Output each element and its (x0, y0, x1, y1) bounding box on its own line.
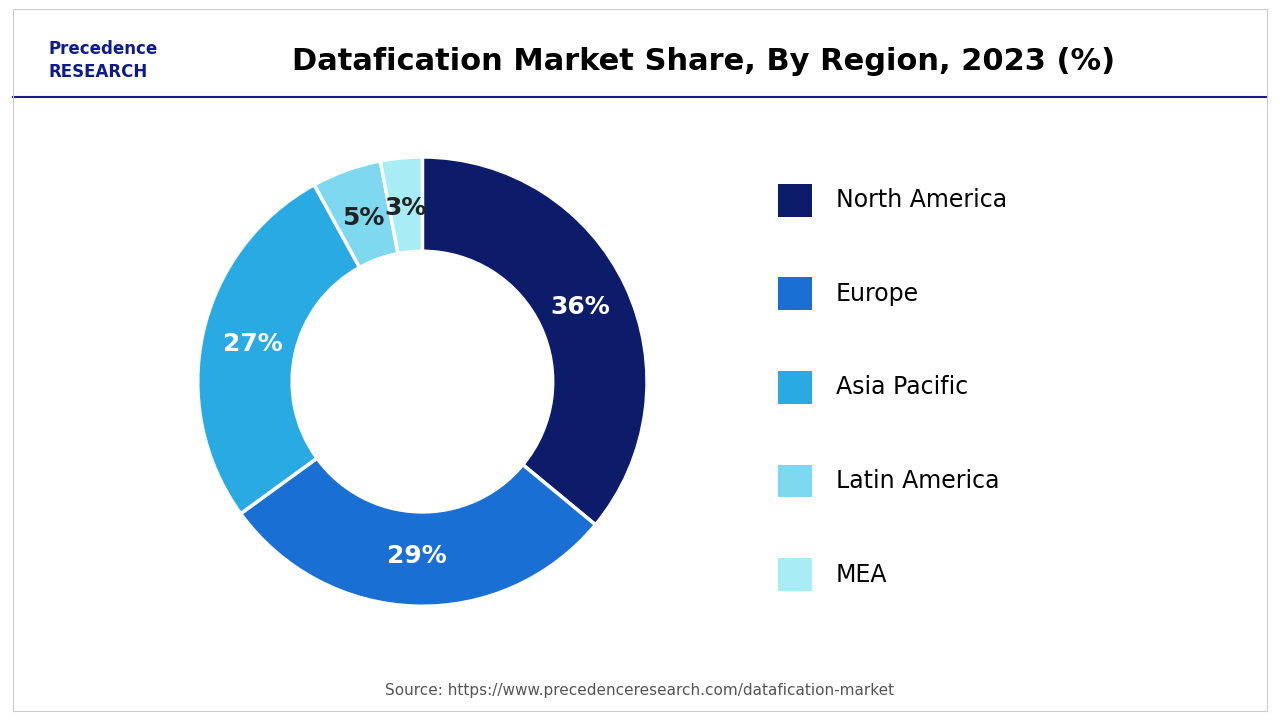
Text: 3%: 3% (385, 197, 428, 220)
FancyBboxPatch shape (778, 277, 812, 310)
Wedge shape (422, 157, 646, 525)
Text: Source: https://www.precedenceresearch.com/datafication-market: Source: https://www.precedenceresearch.c… (385, 683, 895, 698)
Text: MEA: MEA (836, 562, 887, 587)
Text: Latin America: Latin America (836, 469, 1000, 493)
Text: 5%: 5% (342, 206, 384, 230)
FancyBboxPatch shape (778, 558, 812, 591)
Text: Asia Pacific: Asia Pacific (836, 375, 969, 400)
Wedge shape (380, 157, 422, 253)
Text: 27%: 27% (223, 332, 283, 356)
Wedge shape (314, 161, 398, 267)
Text: 29%: 29% (387, 544, 447, 567)
Text: Europe: Europe (836, 282, 919, 306)
FancyBboxPatch shape (778, 184, 812, 217)
Wedge shape (198, 185, 360, 513)
Text: 36%: 36% (550, 295, 609, 320)
Text: North America: North America (836, 188, 1007, 212)
Text: Precedence
RESEARCH: Precedence RESEARCH (49, 40, 157, 81)
Text: Datafication Market Share, By Region, 2023 (%): Datafication Market Share, By Region, 20… (292, 47, 1116, 76)
FancyBboxPatch shape (778, 464, 812, 498)
FancyBboxPatch shape (778, 371, 812, 404)
Wedge shape (241, 458, 595, 606)
